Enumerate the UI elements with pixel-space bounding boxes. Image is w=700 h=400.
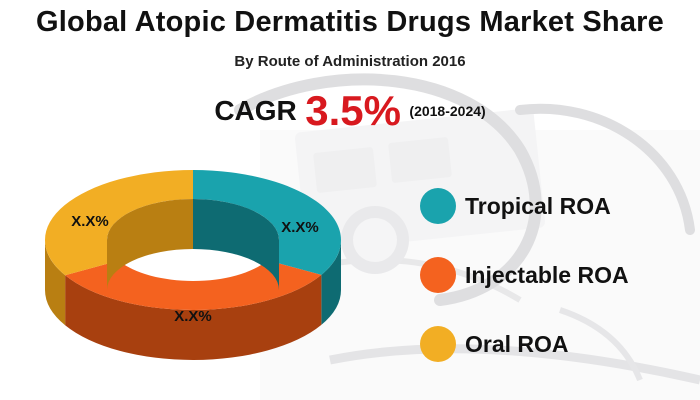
- legend-swatch-oral-roa: [420, 326, 456, 362]
- legend-label-tropical-roa: Tropical ROA: [465, 192, 611, 219]
- donut-hole: [107, 199, 279, 290]
- legend-swatch-injectable-roa: [420, 257, 456, 293]
- donut-sides: [45, 240, 341, 360]
- donut-top: [45, 170, 341, 310]
- data-label-tropical-roa: X.X%: [281, 219, 319, 236]
- slice-oral-roa: [45, 170, 193, 276]
- cagr-banner: CAGR 3.5% (2018-2024): [0, 87, 700, 135]
- legend-item-injectable-roa: Injectable ROA: [420, 253, 629, 297]
- data-label-oral-roa: X.X%: [71, 213, 109, 230]
- outer-wall-injectable-roa: [65, 274, 322, 360]
- legend-item-tropical-roa: Tropical ROA: [420, 184, 629, 228]
- chart-subtitle: By Route of Administration 2016: [234, 53, 466, 70]
- slice-injectable-roa: [65, 260, 322, 310]
- slice-tropical-roa: [193, 170, 341, 275]
- legend-item-oral-roa: Oral ROA: [420, 322, 629, 366]
- chart-title: Global Atopic Dermatitis Drugs Market Sh…: [36, 6, 664, 38]
- data-label-injectable-roa: X.X%: [174, 308, 212, 325]
- inner-wall-tropical-roa: [193, 199, 279, 290]
- legend-label-injectable-roa: Injectable ROA: [465, 261, 629, 288]
- outer-wall-oral-roa: [45, 240, 66, 326]
- cagr-value: 3.5%: [305, 87, 401, 134]
- chart-legend: Tropical ROA Injectable ROA Oral ROA: [420, 184, 629, 391]
- cagr-period: (2018-2024): [409, 103, 486, 119]
- outer-wall-tropical-roa: [321, 240, 341, 325]
- legend-swatch-tropical-roa: [420, 188, 456, 224]
- cagr-label: CAGR: [214, 95, 297, 126]
- legend-label-oral-roa: Oral ROA: [465, 330, 569, 357]
- inner-wall-oral-roa: [107, 199, 193, 290]
